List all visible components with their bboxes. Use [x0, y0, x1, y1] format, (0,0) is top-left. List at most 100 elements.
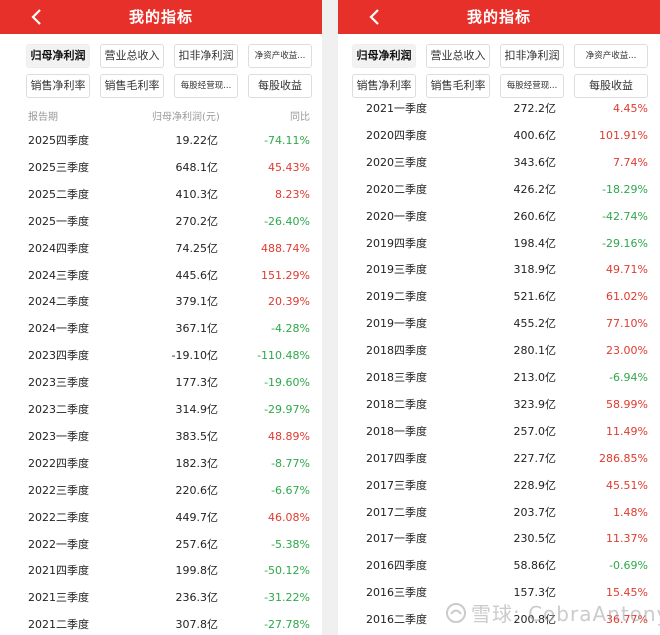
row-value: 400.6亿 — [513, 128, 557, 142]
row-period: 2018四季度 — [366, 344, 427, 358]
table-row[interactable]: 2023三季度 177.3亿 -19.60% — [0, 369, 322, 396]
chip-gross-margin[interactable]: 销售毛利率 — [426, 74, 490, 98]
row-period: 2025三季度 — [28, 160, 89, 174]
chip-deducted-profit[interactable]: 扣非净利润 — [174, 44, 238, 68]
table-row[interactable]: 2018一季度 257.0亿 11.49% — [338, 418, 660, 445]
table-row[interactable]: 2025一季度 270.2亿 -26.40% — [0, 208, 322, 235]
row-value: 198.4亿 — [513, 236, 557, 250]
row-period: 2018二季度 — [366, 397, 427, 411]
row-period: 2021一季度 — [366, 102, 427, 115]
row-value: 426.2亿 — [513, 182, 557, 196]
table-row[interactable]: 2023四季度 -19.10亿 -110.48% — [0, 342, 322, 369]
row-period: 2019一季度 — [366, 317, 427, 331]
row-period: 2017二季度 — [366, 505, 427, 519]
table-row[interactable]: 2021一季度 272.2亿 4.45% — [338, 95, 660, 122]
table-row[interactable]: 2017一季度 230.5亿 11.37% — [338, 525, 660, 552]
table-row[interactable]: 2017四季度 227.7亿 286.85% — [338, 445, 660, 472]
table-row[interactable]: 2019四季度 198.4亿 -29.16% — [338, 230, 660, 257]
row-value: 19.22亿 — [175, 134, 219, 147]
table-row[interactable]: 2016二季度 200.8亿 36.77% — [338, 606, 660, 633]
chip-revenue[interactable]: 营业总收入 — [100, 44, 164, 68]
back-icon[interactable] — [364, 5, 384, 29]
row-value: 272.2亿 — [513, 102, 557, 115]
chip-roe[interactable]: 净资产收益... — [248, 44, 312, 68]
row-period: 2023三季度 — [28, 376, 89, 390]
table-row[interactable]: 2020一季度 260.6亿 -42.74% — [338, 203, 660, 230]
row-value: 199.8亿 — [175, 564, 219, 578]
row-value: 58.86亿 — [513, 559, 557, 573]
row-yoy: -31.22% — [264, 591, 310, 605]
chip-net-profit[interactable]: 归母净利润 — [26, 44, 90, 68]
table-row[interactable]: 2024一季度 367.1亿 -4.28% — [0, 315, 322, 342]
table-row[interactable]: 2025三季度 648.1亿 45.43% — [0, 154, 322, 181]
row-yoy: 58.99% — [606, 397, 648, 411]
table-row[interactable]: 2024三季度 445.6亿 151.29% — [0, 262, 322, 289]
table-row[interactable]: 2022四季度 182.3亿 -8.77% — [0, 450, 322, 477]
row-yoy: 8.23% — [275, 187, 310, 201]
row-value: 280.1亿 — [513, 344, 557, 358]
row-yoy: -50.12% — [264, 564, 310, 578]
row-yoy: 45.51% — [606, 478, 648, 492]
table-row[interactable]: 2025二季度 410.3亿 8.23% — [0, 181, 322, 208]
table-row[interactable]: 2018二季度 323.9亿 58.99% — [338, 391, 660, 418]
header-bar: 我的指标 — [0, 0, 322, 34]
row-value: 449.7亿 — [175, 510, 219, 524]
table-row[interactable]: 2022一季度 257.6亿 -5.38% — [0, 531, 322, 558]
table-row[interactable]: 2021四季度 199.8亿 -50.12% — [0, 557, 322, 584]
table-row[interactable]: 2023二季度 314.9亿 -29.97% — [0, 396, 322, 423]
table-row[interactable]: 2019二季度 521.6亿 61.02% — [338, 283, 660, 310]
row-yoy: 77.10% — [606, 317, 648, 331]
row-value: 648.1亿 — [175, 160, 219, 174]
table-row[interactable]: 2024二季度 379.1亿 20.39% — [0, 288, 322, 315]
row-value: 383.5亿 — [175, 429, 219, 443]
row-yoy: 151.29% — [261, 268, 310, 282]
table-header: 报告期 归母净利润(元) 同比 — [0, 104, 322, 126]
col-yoy: 同比 — [290, 112, 310, 123]
chip-eps[interactable]: 每股收益 — [248, 74, 312, 98]
row-value: 260.6亿 — [513, 209, 557, 223]
table-row[interactable]: 2021三季度 236.3亿 -31.22% — [0, 584, 322, 611]
table-row[interactable]: 2019三季度 318.9亿 49.71% — [338, 256, 660, 283]
row-yoy: -6.67% — [271, 483, 310, 497]
row-yoy: 20.39% — [268, 295, 310, 309]
chip-op-cashflow[interactable]: 每股经营现... — [500, 74, 564, 98]
table-row[interactable]: 2024四季度 74.25亿 488.74% — [0, 235, 322, 262]
table-row[interactable]: 2019一季度 455.2亿 77.10% — [338, 310, 660, 337]
row-value: 323.9亿 — [513, 397, 557, 411]
chip-roe[interactable]: 净资产收益... — [574, 44, 648, 68]
row-yoy: 61.02% — [606, 290, 648, 304]
table-row[interactable]: 2020二季度 426.2亿 -18.29% — [338, 176, 660, 203]
row-value: 228.9亿 — [513, 478, 557, 492]
table-row[interactable]: 2018四季度 280.1亿 23.00% — [338, 337, 660, 364]
table-row[interactable]: 2017三季度 228.9亿 45.51% — [338, 472, 660, 499]
chip-deducted-profit[interactable]: 扣非净利润 — [500, 44, 564, 68]
chip-op-cashflow[interactable]: 每股经营现... — [174, 74, 238, 98]
row-yoy: 488.74% — [261, 241, 310, 255]
back-icon[interactable] — [26, 5, 46, 29]
row-period: 2022四季度 — [28, 456, 89, 470]
row-value: 257.6亿 — [175, 537, 219, 551]
table-row[interactable]: 2025四季度 19.22亿 -74.11% — [0, 127, 322, 154]
row-yoy: -74.11% — [264, 134, 310, 147]
chip-eps[interactable]: 每股收益 — [574, 74, 648, 98]
table-row[interactable]: 2021二季度 307.8亿 -27.78% — [0, 611, 322, 635]
row-value: 230.5亿 — [513, 532, 557, 546]
table-row[interactable]: 2020三季度 343.6亿 7.74% — [338, 149, 660, 176]
table-row[interactable]: 2023一季度 383.5亿 48.89% — [0, 423, 322, 450]
row-yoy: -110.48% — [257, 349, 310, 363]
chip-net-margin[interactable]: 销售净利率 — [352, 74, 416, 98]
row-period: 2022三季度 — [28, 483, 89, 497]
row-value: 157.3亿 — [513, 586, 557, 600]
table-row[interactable]: 2018三季度 213.0亿 -6.94% — [338, 364, 660, 391]
table-row[interactable]: 2016三季度 157.3亿 15.45% — [338, 579, 660, 606]
chip-gross-margin[interactable]: 销售毛利率 — [100, 74, 164, 98]
row-period: 2022一季度 — [28, 537, 89, 551]
table-row[interactable]: 2016四季度 58.86亿 -0.69% — [338, 552, 660, 579]
chip-revenue[interactable]: 营业总收入 — [426, 44, 490, 68]
table-row[interactable]: 2022三季度 220.6亿 -6.67% — [0, 477, 322, 504]
table-row[interactable]: 2017二季度 203.7亿 1.48% — [338, 499, 660, 526]
table-row[interactable]: 2020四季度 400.6亿 101.91% — [338, 122, 660, 149]
chip-net-margin[interactable]: 销售净利率 — [26, 74, 90, 98]
table-row[interactable]: 2022二季度 449.7亿 46.08% — [0, 504, 322, 531]
chip-net-profit[interactable]: 归母净利润 — [352, 44, 416, 68]
